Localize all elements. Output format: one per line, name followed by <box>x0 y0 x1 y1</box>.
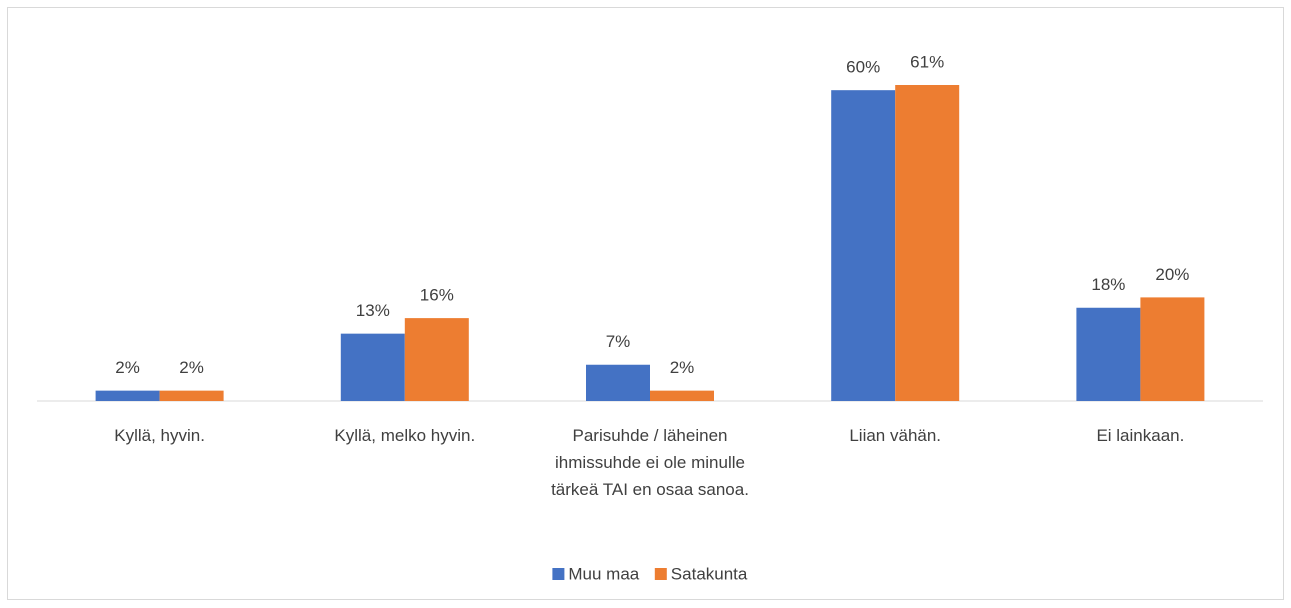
data-label: 16% <box>420 286 454 305</box>
x-tick-label: Liian vähän. <box>849 426 942 445</box>
bar <box>1140 297 1205 401</box>
data-label: 13% <box>356 301 390 320</box>
x-label-box: Ei lainkaan. <box>1096 426 1185 445</box>
data-label: 18% <box>1091 275 1125 294</box>
legend-swatch <box>552 568 565 580</box>
data-label: 7% <box>606 332 631 351</box>
data-label: 20% <box>1155 265 1189 284</box>
data-label: 2% <box>670 358 695 377</box>
data-label: 60% <box>846 58 880 77</box>
bar <box>340 333 405 401</box>
x-tick-label: Parisuhde / läheinen ihmissuhde ei ole m… <box>551 426 749 499</box>
bar <box>159 390 224 401</box>
chart-border <box>7 7 1284 600</box>
x-label-box: Parisuhde / läheinen ihmissuhde ei ole m… <box>551 426 749 499</box>
legend-label: Muu maa <box>568 564 639 583</box>
data-label: 2% <box>115 358 140 377</box>
x-label-box: Liian vähän. <box>849 426 942 445</box>
x-tick-label: Kyllä, melko hyvin. <box>334 426 476 445</box>
data-label: 2% <box>179 358 204 377</box>
bar <box>1076 307 1141 401</box>
x-tick-label: Ei lainkaan. <box>1096 426 1185 445</box>
x-tick-label: Kyllä, hyvin. <box>114 426 205 445</box>
bar <box>895 85 960 401</box>
bar <box>650 390 714 401</box>
legend-swatch <box>654 568 667 580</box>
bar <box>404 318 469 401</box>
x-label-box: Kyllä, melko hyvin. <box>334 426 476 445</box>
x-label-box: Kyllä, hyvin. <box>114 426 205 445</box>
data-label: 61% <box>910 52 944 71</box>
bar <box>831 90 896 401</box>
legend-label: Satakunta <box>671 564 748 583</box>
bar <box>586 364 650 401</box>
bar <box>95 390 160 401</box>
